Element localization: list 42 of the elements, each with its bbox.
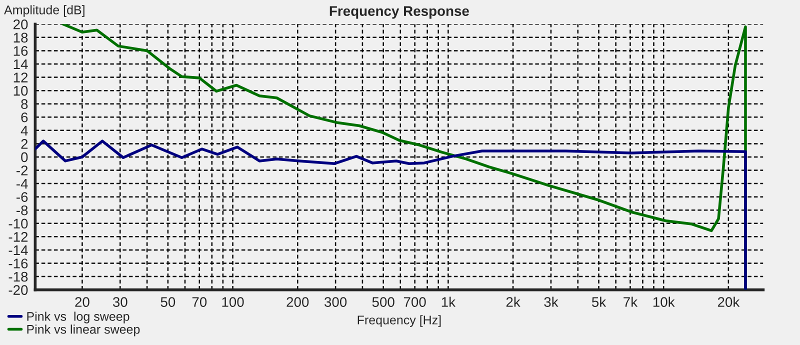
y-tick-label: 12 <box>14 72 28 82</box>
y-tick-label: -12 <box>8 232 28 242</box>
x-tick-label: 100 <box>222 297 244 307</box>
x-tick-label: 7k <box>624 296 638 307</box>
y-tick-label: -14 <box>8 245 28 255</box>
x-tick-label: 500 <box>372 297 394 307</box>
x-axis-title: Frequency [Hz] <box>358 315 441 327</box>
y-tick-label: -18 <box>8 272 28 282</box>
y-tick-label: 10 <box>14 86 28 96</box>
y-tick-label: 8 <box>21 99 28 110</box>
x-tick-label: 300 <box>324 297 347 307</box>
y-tick-label: 0 <box>21 152 28 162</box>
y-tick-label: -2 <box>16 166 28 176</box>
x-tick-label: 200 <box>286 297 309 307</box>
y-tick-label: -4 <box>16 179 28 189</box>
x-tick-label: 20 <box>75 297 90 307</box>
legend-label: Pink vs linear sweep <box>27 324 140 336</box>
x-tick-label: 3k <box>544 296 558 307</box>
y-tick-label: 4 <box>20 126 28 136</box>
x-tick-label: 5k <box>592 296 606 307</box>
y-tick-label: 14 <box>14 59 28 70</box>
x-tick-label: 70 <box>192 297 207 307</box>
y-tick-label: 18 <box>14 32 28 43</box>
chart-title: Frequency Response <box>330 6 469 19</box>
x-tick-label: 1k <box>442 296 456 307</box>
y-tick-label: -16 <box>8 258 28 268</box>
x-tick-label: 20k <box>718 296 740 307</box>
y-tick-label: 20 <box>14 19 28 30</box>
x-tick-label: 50 <box>160 297 176 307</box>
y-tick-label: 6 <box>21 112 28 122</box>
y-tick-label: -8 <box>16 205 28 216</box>
y-tick-label: -10 <box>8 218 28 229</box>
x-tick-label: 700 <box>404 297 426 307</box>
y-axis-title: Amplitude [dB] <box>4 5 84 17</box>
y-tick-label: 16 <box>14 46 28 56</box>
x-tick-label: 10k <box>653 296 675 307</box>
y-tick-label: 2 <box>21 139 28 149</box>
x-tick-label: 2k <box>506 296 520 307</box>
y-tick-label: -6 <box>16 192 28 202</box>
y-tick-label: -20 <box>8 285 28 295</box>
x-tick-label: 30 <box>112 297 128 307</box>
legend-label: Pink vs log sweep <box>27 312 130 324</box>
